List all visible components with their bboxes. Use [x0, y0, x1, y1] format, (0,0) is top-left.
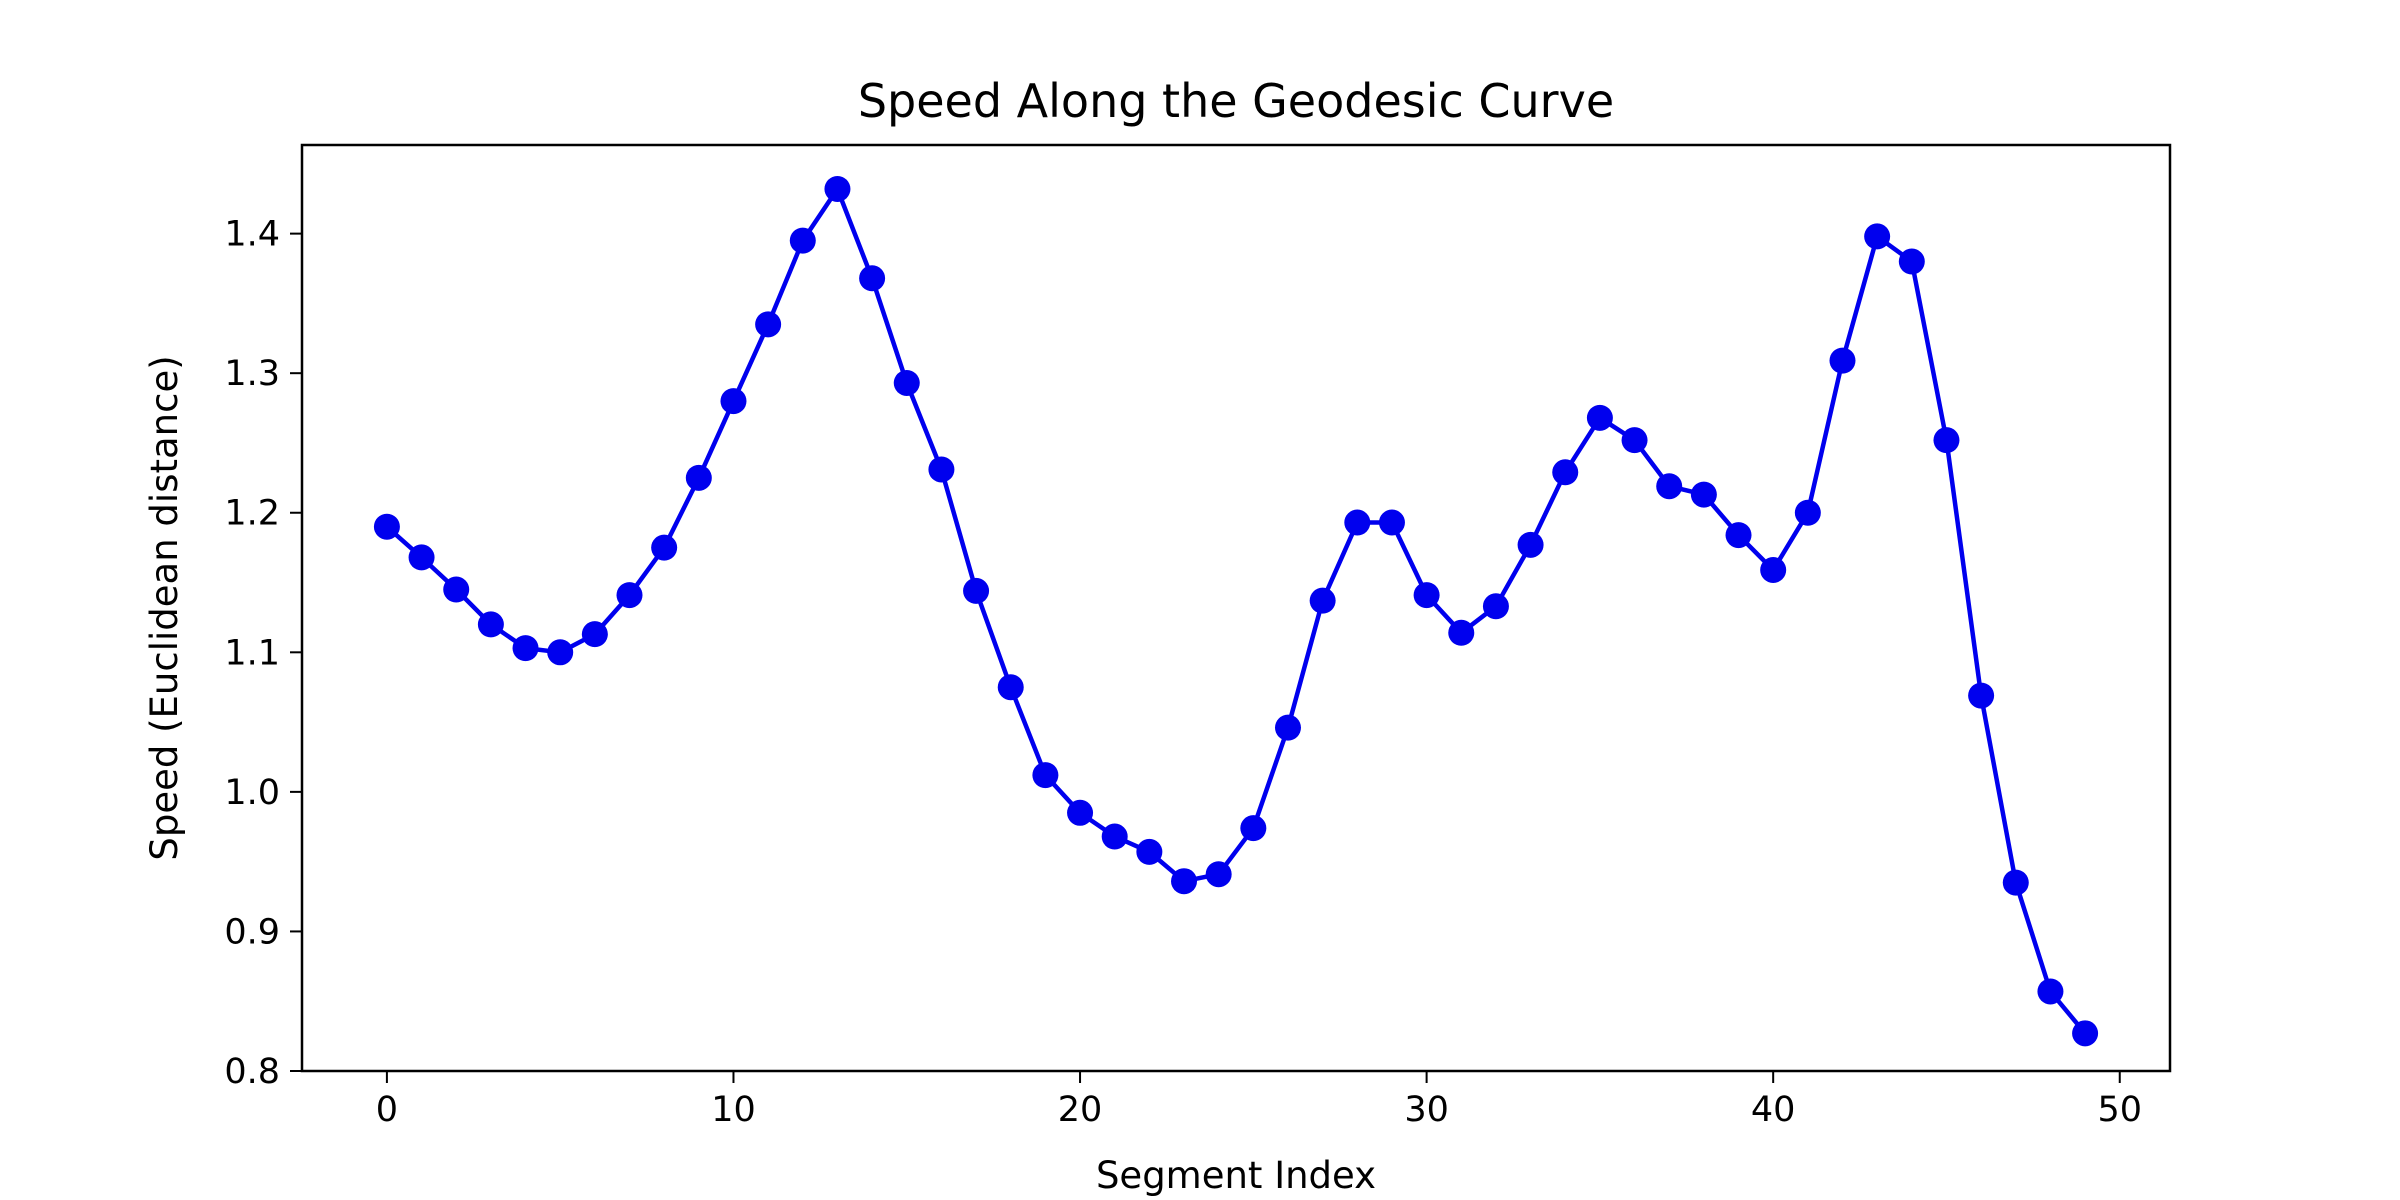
- y-tick-label: 1.4: [224, 215, 280, 255]
- data-point: [1101, 823, 1128, 850]
- data-point: [893, 369, 920, 396]
- data-point: [1344, 509, 1371, 536]
- y-axis-label: Speed (Euclidean distance): [143, 355, 186, 860]
- y-tick-label: 1.2: [224, 494, 280, 534]
- y-tick-label: 1.3: [224, 354, 280, 394]
- plot-frame: [300, 143, 2172, 1073]
- data-point: [1586, 404, 1613, 431]
- data-point: [1517, 531, 1544, 558]
- data-point: [1482, 593, 1509, 620]
- plot-area: 0 10 20 30 40 50 0.8 0.9 1.0 1.1 1.2 1.3 1.4: [224, 143, 2172, 1130]
- data-point: [1898, 248, 1925, 275]
- data-point: [547, 639, 574, 666]
- data-point: [1413, 582, 1440, 609]
- data-point: [1240, 815, 1267, 842]
- x-tick-label: 20: [1058, 1090, 1103, 1130]
- data-point: [616, 582, 643, 609]
- x-tick-label: 40: [1751, 1090, 1796, 1130]
- data-point: [1448, 619, 1475, 646]
- data-point: [2002, 869, 2029, 896]
- data-point: [1968, 682, 1995, 709]
- data-point: [1760, 556, 1787, 583]
- data-point: [581, 621, 608, 648]
- data-point: [1067, 799, 1094, 826]
- y-tick-label: 0.9: [224, 912, 280, 952]
- data-point: [1205, 861, 1232, 888]
- x-tick-label: 10: [711, 1090, 756, 1130]
- data-point: [755, 311, 782, 338]
- x-tick-label: 0: [376, 1090, 398, 1130]
- data-point: [859, 265, 886, 292]
- data-point: [1864, 223, 1891, 250]
- data-point: [443, 576, 470, 603]
- data-point: [1274, 714, 1301, 741]
- data-point: [1794, 499, 1821, 526]
- data-point: [1829, 347, 1856, 374]
- data-point: [1725, 522, 1752, 549]
- data-point: [928, 456, 955, 483]
- data-point: [824, 175, 851, 202]
- x-axis-label: Segment Index: [1096, 1154, 1376, 1197]
- data-point: [1171, 868, 1198, 895]
- x-tick-label: 30: [1404, 1090, 1449, 1130]
- y-tick-label: 0.8: [224, 1052, 280, 1092]
- data-point: [789, 227, 816, 254]
- y-tick-label: 1.0: [224, 773, 280, 813]
- chart-title: Speed Along the Geodesic Curve: [858, 74, 1614, 128]
- data-point: [1552, 459, 1579, 486]
- data-point: [651, 534, 678, 561]
- data-point: [720, 388, 747, 415]
- data-point: [997, 674, 1024, 701]
- data-point: [963, 577, 990, 604]
- data-point: [1136, 838, 1163, 865]
- data-point: [1621, 427, 1648, 454]
- data-point: [477, 611, 504, 638]
- data-point: [1378, 509, 1405, 536]
- data-point: [408, 544, 435, 571]
- data-point: [1032, 762, 1059, 789]
- data-point: [1690, 481, 1717, 508]
- series-line: [385, 186, 2087, 1035]
- data-point: [512, 635, 539, 662]
- data-point: [2072, 1020, 2099, 1047]
- data-point: [1933, 427, 1960, 454]
- data-point: [373, 513, 400, 540]
- y-tick-label: 1.1: [224, 633, 280, 673]
- data-point: [685, 464, 712, 491]
- x-tick-label: 50: [2097, 1090, 2142, 1130]
- data-point: [1309, 587, 1336, 614]
- data-point: [1656, 473, 1683, 500]
- data-point: [2037, 978, 2064, 1005]
